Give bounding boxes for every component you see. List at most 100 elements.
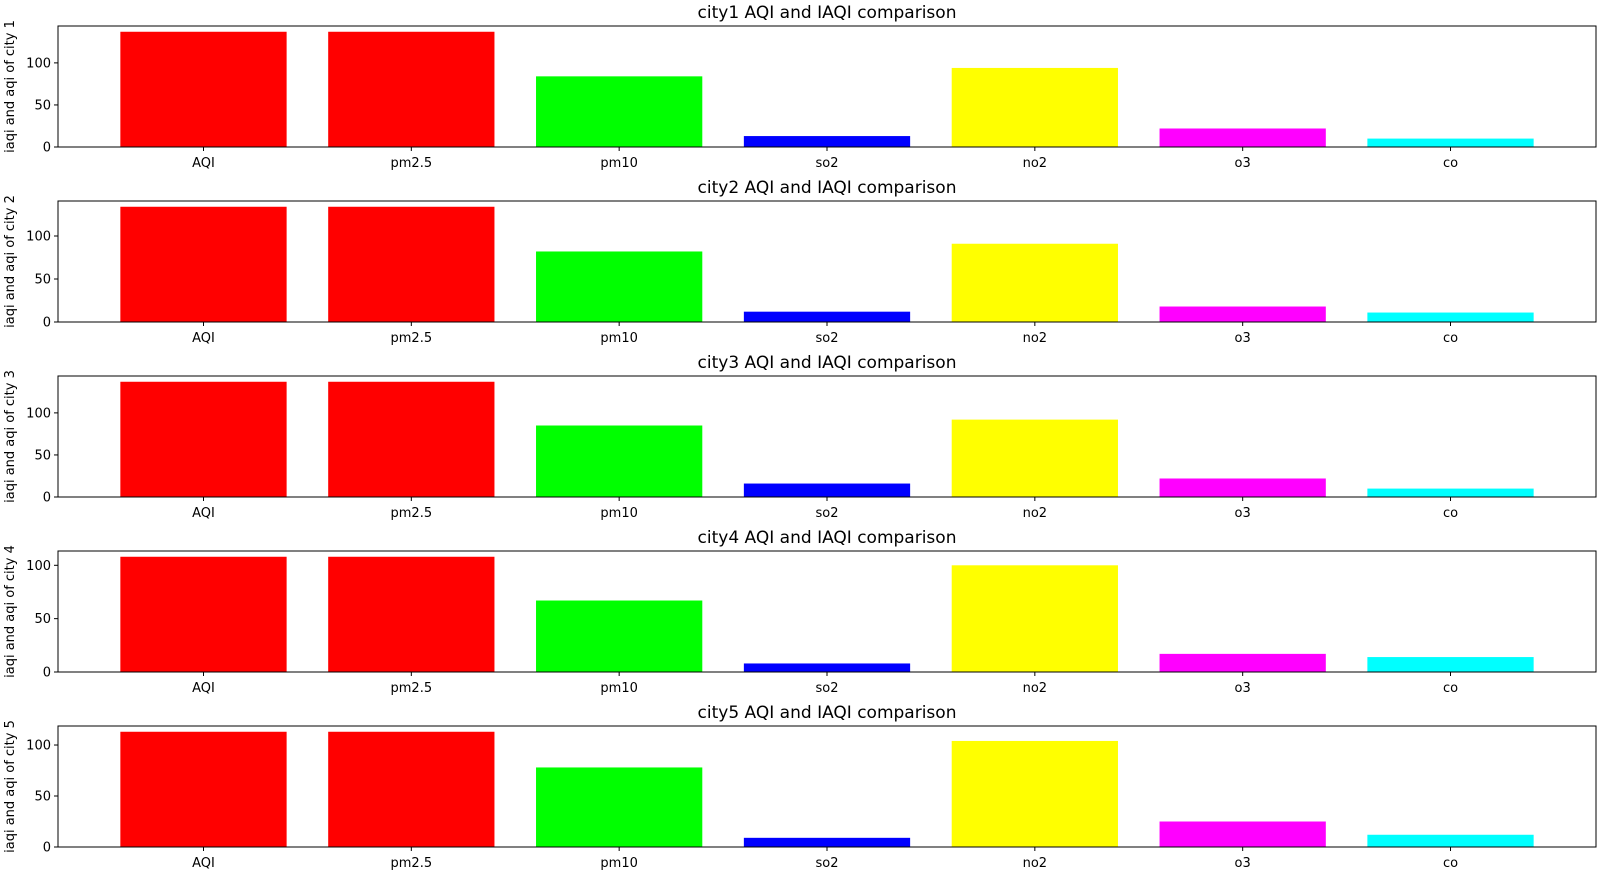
y-tick-label: 100 <box>26 559 51 574</box>
bar-so2 <box>743 311 911 322</box>
y-axis-label: iaqi and aqi of city 1 <box>3 20 18 153</box>
x-tick-label: pm10 <box>600 856 637 871</box>
bar-pm2.5 <box>328 31 495 148</box>
bar-no2 <box>951 243 1118 322</box>
y-tick-label: 0 <box>43 491 51 506</box>
bar-o3 <box>1159 306 1326 322</box>
bar-pm2.5 <box>328 731 495 847</box>
bar-pm2.5 <box>328 381 495 497</box>
x-tick-label: pm10 <box>600 331 637 346</box>
x-tick-label: o3 <box>1235 681 1251 696</box>
y-tick-label: 50 <box>34 448 51 463</box>
bar-no2 <box>951 565 1118 672</box>
x-tick-label: co <box>1443 856 1458 871</box>
axes-frame <box>57 725 1597 848</box>
y-tick-label: 100 <box>26 739 51 754</box>
bar-pm10 <box>536 425 703 497</box>
y-tick-label: 0 <box>43 316 51 331</box>
bar-pm10 <box>536 251 703 322</box>
x-tick-label: no2 <box>1023 331 1047 346</box>
x-tick-label: pm2.5 <box>391 331 433 346</box>
axes-frame <box>57 200 1597 323</box>
bar-co <box>1367 657 1534 672</box>
bar-o3 <box>1159 478 1326 497</box>
bar-no2 <box>951 419 1118 497</box>
x-tick-label: pm2.5 <box>391 856 433 871</box>
y-axis-label: iaqi and aqi of city 4 <box>3 545 18 678</box>
y-tick-label: 50 <box>34 273 51 288</box>
bar-AQI <box>120 31 287 148</box>
subplot-city2: city2 AQI and IAQI comparison iaqi and aq… <box>3 178 1597 346</box>
axes-frame <box>57 25 1597 148</box>
y-tick-label: 0 <box>43 841 51 856</box>
bar-so2 <box>743 483 911 497</box>
y-tick-label: 100 <box>26 406 51 421</box>
chart-title: city2 AQI and IAQI comparison <box>698 178 957 198</box>
chart-title: city3 AQI and IAQI comparison <box>698 353 957 373</box>
x-tick-label: pm2.5 <box>391 156 433 171</box>
x-tick-label: no2 <box>1023 856 1047 871</box>
bar-pm10 <box>536 76 703 147</box>
x-tick-label: pm2.5 <box>391 506 433 521</box>
x-tick-label: AQI <box>192 506 215 521</box>
y-tick-label: 50 <box>34 790 51 805</box>
bar-pm2.5 <box>328 206 495 322</box>
y-tick-label: 0 <box>43 666 51 681</box>
x-tick-label: no2 <box>1023 506 1047 521</box>
y-tick-label: 50 <box>34 612 51 627</box>
bar-o3 <box>1159 653 1326 672</box>
chart-title: city5 AQI and IAQI comparison <box>698 703 957 723</box>
subplot-city5: city5 AQI and IAQI comparison iaqi and aq… <box>3 703 1597 871</box>
x-tick-label: so2 <box>816 506 839 521</box>
bar-pm10 <box>536 767 703 847</box>
bar-no2 <box>951 740 1118 847</box>
x-tick-label: pm2.5 <box>391 681 433 696</box>
bar-AQI <box>120 556 287 672</box>
bar-co <box>1367 834 1534 847</box>
subplot-city3: city3 AQI and IAQI comparison iaqi and aq… <box>3 353 1597 521</box>
x-tick-label: no2 <box>1023 681 1047 696</box>
x-tick-label: so2 <box>816 856 839 871</box>
x-tick-label: co <box>1443 156 1458 171</box>
bar-co <box>1367 312 1534 322</box>
chart-title: city4 AQI and IAQI comparison <box>698 528 957 548</box>
bar-AQI <box>120 731 287 847</box>
x-tick-label: co <box>1443 331 1458 346</box>
x-tick-label: pm10 <box>600 156 637 171</box>
y-tick-label: 100 <box>26 230 51 245</box>
x-tick-label: o3 <box>1235 331 1251 346</box>
bar-so2 <box>743 663 911 672</box>
x-tick-label: AQI <box>192 856 215 871</box>
y-axis-label: iaqi and aqi of city 5 <box>3 720 18 853</box>
axes-frame <box>57 550 1597 673</box>
bar-AQI <box>120 381 287 497</box>
y-axis-label: iaqi and aqi of city 2 <box>3 195 18 328</box>
x-tick-label: pm10 <box>600 681 637 696</box>
x-tick-label: co <box>1443 506 1458 521</box>
bar-AQI <box>120 206 287 322</box>
bar-o3 <box>1159 821 1326 847</box>
x-tick-label: so2 <box>816 331 839 346</box>
x-tick-label: AQI <box>192 156 215 171</box>
x-tick-label: AQI <box>192 681 215 696</box>
y-tick-label: 100 <box>26 56 51 71</box>
bar-co <box>1367 138 1534 147</box>
x-tick-label: o3 <box>1235 156 1251 171</box>
bar-co <box>1367 488 1534 497</box>
x-tick-label: o3 <box>1235 856 1251 871</box>
x-tick-label: no2 <box>1023 156 1047 171</box>
bar-pm2.5 <box>328 556 495 672</box>
bar-pm10 <box>536 600 703 672</box>
y-tick-label: 50 <box>34 98 51 113</box>
x-tick-label: so2 <box>816 156 839 171</box>
x-tick-label: co <box>1443 681 1458 696</box>
subplot-city4: city4 AQI and IAQI comparison iaqi and aq… <box>3 528 1597 696</box>
bar-no2 <box>951 67 1118 147</box>
x-tick-label: pm10 <box>600 506 637 521</box>
bar-so2 <box>743 837 911 847</box>
x-tick-label: so2 <box>816 681 839 696</box>
y-tick-label: 0 <box>43 141 51 156</box>
y-axis-label: iaqi and aqi of city 3 <box>3 370 18 503</box>
subplot-city1: city1 AQI and IAQI comparison iaqi and aq… <box>3 3 1597 171</box>
